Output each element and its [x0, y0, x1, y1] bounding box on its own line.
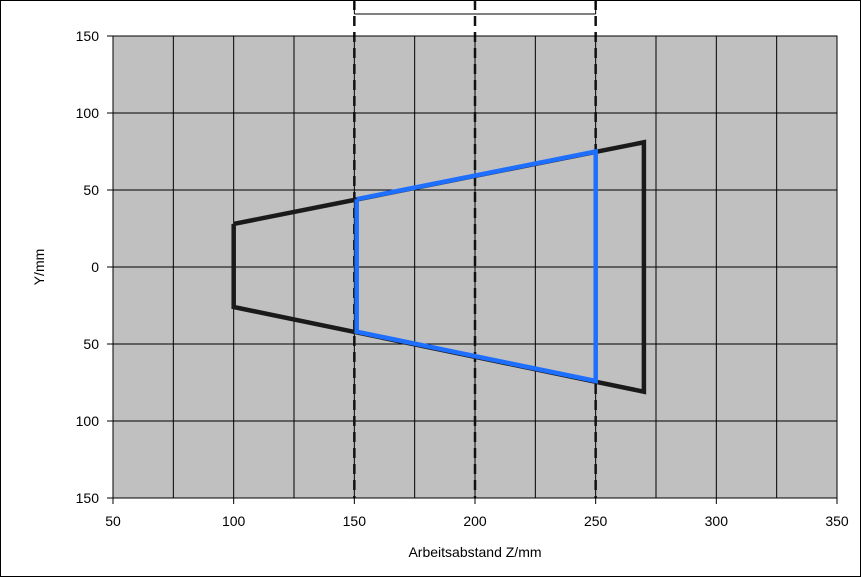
axes [107, 35, 838, 504]
y-tick-label: 150 [76, 490, 100, 506]
x-tick-label: 350 [825, 513, 849, 529]
series-line-2 [354, 148, 598, 384]
tick-labels: 50 100 150 200 250 300 350 150 100 50 0 50 100 150 [76, 28, 849, 529]
y-tick-label: 50 [83, 336, 99, 352]
x-tick-label: 200 [463, 513, 487, 529]
data-series [231, 139, 647, 395]
y-tick-label: 100 [76, 413, 100, 429]
y-axis-label: Y/mm [31, 249, 47, 286]
x-tick-label: 250 [584, 513, 608, 529]
x-tick-label: 300 [705, 513, 729, 529]
x-tick-label: 100 [222, 513, 246, 529]
y-tick-label: 0 [91, 259, 99, 275]
y-tick-label: 150 [76, 28, 100, 44]
y-tick-label: 100 [76, 105, 100, 121]
y-tick-label: 50 [83, 182, 99, 198]
x-tick-label: 50 [105, 513, 121, 529]
x-tick-label: 150 [343, 513, 367, 529]
x-axis-label: Arbeitsabstand Z/mm [408, 544, 541, 560]
